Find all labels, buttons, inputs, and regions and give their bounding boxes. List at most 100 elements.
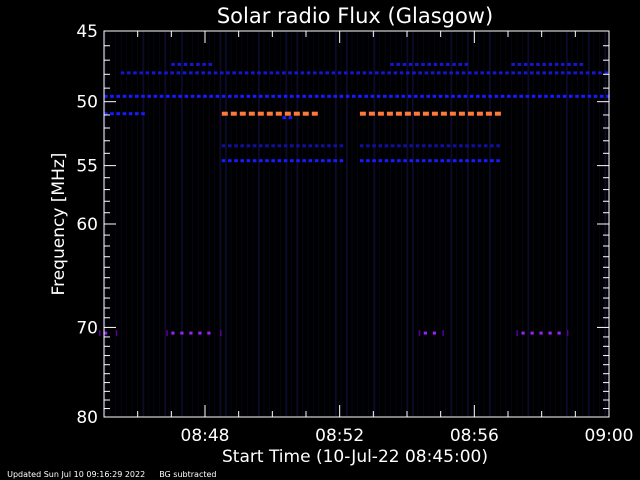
axis-ticks: 45 50 55 60 70 80 08:48 08:52 08:56 09:00 [76,22,633,446]
spectrogram-mark [184,94,189,98]
spectrogram-mark [407,94,412,98]
background-column [357,31,358,417]
spectrogram-mark [282,71,286,75]
spectrogram-mark [263,71,267,75]
spectrogram-mark [468,71,472,75]
spectrogram-mark [166,330,168,337]
spectrogram-mark [423,331,427,335]
spectrogram-mark [598,71,602,75]
spectrogram-mark [302,159,306,163]
spectrogram-mark [300,71,305,75]
background-column [302,31,303,417]
spectrogram-mark [244,71,249,75]
background-column [500,31,501,417]
background-column [296,31,299,417]
spectrogram-mark [259,159,263,163]
spectrogram-mark [333,159,337,163]
spectrogram-mark [523,71,528,75]
background-column [560,31,562,417]
spectrogram-mark [141,112,145,116]
y-axis-title: Frequency [MHz] [49,153,69,296]
spectrogram-mark [432,331,436,335]
spectrogram-mark [314,159,319,163]
spectrogram-mark [459,159,463,163]
background-column [362,31,364,417]
spectrogram-mark [189,71,193,75]
spectrogram-mark [339,94,344,98]
spectrogram-mark [277,159,282,163]
spectrogram-mark [284,111,291,116]
background-column [131,31,133,417]
spectrogram-mark [592,71,596,75]
spectrogram-mark [158,71,162,75]
spectrogram-mark [490,144,494,148]
spectrogram-mark [282,116,286,120]
spectrogram-mark [234,159,238,163]
background-column [186,31,188,417]
spectrogram-mark [252,144,257,148]
spectrogram-mark [228,144,232,148]
spectrogram-mark [271,144,275,148]
spectrogram-mark [480,71,484,75]
background-column [549,31,551,417]
spectrogram-mark [277,94,282,98]
background-column [159,31,160,417]
background-column [164,31,167,417]
spectrogram-mark [386,111,393,116]
spectrogram-mark [220,71,224,75]
spectrogram-mark [519,94,523,98]
spectrogram-mark [257,111,264,116]
spectrogram-mark [426,94,430,98]
spectrogram-mark [321,159,325,163]
spectrogram-mark [337,71,342,75]
spectrogram-mark [414,94,418,98]
spectrogram-mark [530,71,534,75]
spectrogram-mark [104,94,108,98]
spectrogram-mark [458,111,465,116]
background-column [472,31,474,417]
spectrogram-mark [288,71,292,75]
background-column [197,31,199,417]
background-column [439,31,441,417]
spectrogram-mark [511,62,515,66]
spectrogram-mark [366,144,370,148]
spectrogram-mark [523,62,528,66]
spectrogram-mark [455,71,460,75]
spectrogram-mark [542,62,546,66]
spectrogram-mark [358,94,362,98]
spectrogram-mark [178,94,182,98]
spectrogram-mark [517,62,522,66]
spectrogram-mark [490,159,494,163]
chart-title: Solar radio Flux (Glasgow) [217,4,493,28]
spectrogram-mark [196,62,200,66]
spectrogram-mark [171,331,175,335]
spectrogram-mark [438,94,443,98]
spectrogram-mark [294,71,298,75]
background-column [423,31,424,417]
y-tick-label: 70 [76,318,98,338]
spectrogram-mark [116,112,120,116]
background-column [445,31,446,417]
spectrogram-mark [296,94,300,98]
spectrogram-mark [463,94,468,98]
spectrogram-mark [368,71,373,75]
background-column [417,31,419,417]
background-column [395,31,397,417]
background-column [571,31,573,417]
spectrogram-mark [567,71,571,75]
spectrogram-mark [259,94,263,98]
spectrogram-mark [381,71,385,75]
spectrogram-mark [600,94,604,98]
spectrogram-mark [266,111,273,116]
spectrogram-mark [110,94,114,98]
spectrogram-mark [145,71,150,75]
spectrogram-mark [471,159,476,163]
spectrogram-mark [507,94,511,98]
spectrogram-mark [575,94,579,98]
background-column [219,31,222,417]
spectrogram-mark [308,144,313,148]
background-column [258,31,260,417]
spectrogram-mark [288,116,293,120]
spectrogram-mark [228,94,232,98]
background-column [533,31,534,417]
